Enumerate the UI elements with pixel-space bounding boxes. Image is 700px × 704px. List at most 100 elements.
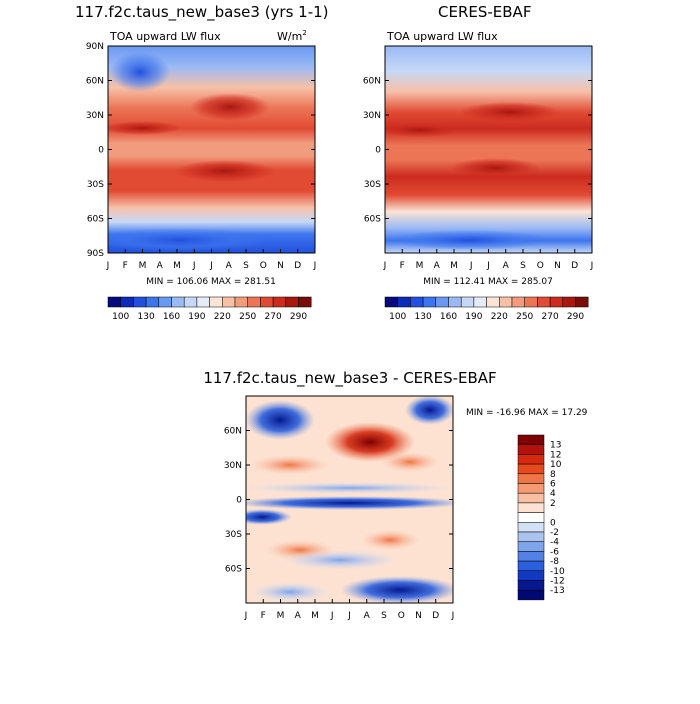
panel-diff-stats: MIN = -16.96 MAX = 17.29: [466, 408, 588, 418]
colorbar-swatch: [575, 296, 589, 308]
panel-model: 117.f2c.taus_new_base3 (yrs 1-1) TOA upw…: [75, 3, 329, 322]
x-tick-label: M: [450, 261, 458, 271]
x-tick-label: A: [364, 611, 371, 621]
x-tick-label: S: [243, 261, 249, 271]
colorbar-label: 250: [239, 312, 256, 322]
panel-model-stats: MIN = 106.06 MAX = 281.51: [146, 277, 276, 287]
colorbar-swatch: [517, 492, 545, 504]
x-tick-label: D: [294, 261, 301, 271]
y-tick-label: 0: [98, 146, 104, 156]
y-tick-label: 30N: [224, 461, 242, 471]
colorbar-label: 190: [465, 312, 482, 322]
x-tick-label: A: [157, 261, 164, 271]
colorbar-label: 220: [214, 312, 231, 322]
colorbar-label: 290: [567, 312, 584, 322]
panel-diff-y-ticks: 60N 30N 0 30S 60S: [224, 427, 453, 575]
panel-obs-colorbar: 100 130 160 190 220 250 270 290: [384, 296, 589, 322]
panel-obs: CERES-EBAF TOA upward LW flux 60N 30N 0 30S…: [363, 3, 594, 322]
colorbar-swatch: [435, 296, 449, 308]
colorbar-label: 4: [550, 489, 556, 499]
colorbar-swatch: [524, 296, 538, 308]
panel-obs-stats: MIN = 112.41 MAX = 285.07: [423, 277, 553, 287]
colorbar-swatch: [171, 296, 185, 308]
panel-model-units: W/m2: [277, 29, 307, 43]
x-tick-label: J: [106, 261, 110, 271]
colorbar-swatch: [473, 296, 487, 308]
colorbar-label: 190: [188, 312, 205, 322]
x-tick-label: O: [398, 611, 405, 621]
y-tick-label: 60S: [87, 215, 104, 225]
y-tick-label: 30N: [363, 111, 381, 121]
colorbar-swatch: [422, 296, 437, 308]
colorbar-swatch: [562, 296, 576, 308]
colorbar-label: 270: [542, 312, 559, 322]
colorbar-swatch: [298, 296, 312, 308]
colorbar-swatch: [517, 522, 545, 533]
colorbar-label: -12: [550, 577, 565, 587]
colorbar-swatch: [272, 296, 287, 308]
x-tick-label: J: [192, 261, 196, 271]
colorbar-label: 290: [290, 312, 307, 322]
colorbar-swatch: [511, 296, 525, 308]
x-tick-label: J: [347, 611, 351, 621]
colorbar-swatch: [517, 531, 545, 542]
colorbar-label: 250: [516, 312, 533, 322]
panel-model-y-ticks: 90N 60N 30N 0 30S 60S 90S: [86, 42, 315, 259]
x-tick-label: J: [469, 261, 473, 271]
panel-diff-title: 117.f2c.taus_new_base3 - CERES-EBAF: [203, 369, 496, 388]
colorbar-swatch: [247, 296, 261, 308]
colorbar-swatch: [384, 296, 398, 308]
colorbar-swatch: [517, 434, 545, 445]
x-tick-label: O: [537, 261, 544, 271]
y-tick-label: 60S: [364, 215, 381, 225]
panel-diff: 117.f2c.taus_new_base3 - CERES-EBAF 60N3…: [203, 369, 587, 621]
colorbar-swatch: [517, 580, 545, 591]
colorbar-swatch: [120, 296, 134, 308]
colorbar-swatch: [285, 296, 299, 308]
colorbar-swatch: [410, 296, 424, 308]
colorbar-label: 100: [112, 312, 129, 322]
x-tick-label: A: [295, 611, 302, 621]
colorbar-swatch: [486, 296, 500, 308]
colorbar-label: 270: [265, 312, 282, 322]
colorbar-swatch: [234, 296, 248, 308]
y-tick-label: 30S: [364, 180, 381, 190]
colorbar-swatch: [517, 560, 545, 572]
colorbar-label: -2: [550, 528, 559, 538]
colorbar-label: 130: [138, 312, 155, 322]
panel-model-title: 117.f2c.taus_new_base3 (yrs 1-1): [75, 3, 329, 22]
panel-model-colorbar: 100 130 160 190 220 250 270 290: [107, 296, 312, 322]
x-tick-label: F: [400, 261, 405, 271]
x-tick-label: M: [173, 261, 181, 271]
x-tick-label: D: [571, 261, 578, 271]
colorbar-label: 13: [550, 441, 561, 451]
colorbar-label: 130: [415, 312, 432, 322]
colorbar-swatch: [517, 483, 545, 494]
colorbar-label: 2: [550, 499, 556, 509]
colorbar-swatch: [517, 463, 545, 475]
y-tick-label: 90N: [86, 42, 104, 52]
colorbar-swatch: [397, 296, 411, 308]
x-tick-label: J: [486, 261, 490, 271]
colorbar-label: 6: [550, 480, 556, 490]
colorbar-swatch: [499, 296, 513, 308]
colorbar-swatch: [517, 454, 545, 465]
y-tick-label: 60S: [225, 565, 242, 575]
x-tick-label: A: [503, 261, 510, 271]
panel-obs-subtitle: TOA upward LW flux: [386, 30, 498, 43]
x-tick-label: D: [432, 611, 439, 621]
y-tick-label: 90S: [87, 249, 104, 259]
y-tick-label: 30S: [87, 180, 104, 190]
colorbar-label: -13: [550, 586, 565, 596]
x-tick-label: J: [209, 261, 213, 271]
panel-obs-field: [385, 46, 592, 253]
panel-model-field: [108, 46, 315, 253]
colorbar-swatch: [145, 296, 160, 308]
colorbar-swatch: [517, 589, 545, 601]
colorbar-swatch: [517, 570, 545, 581]
colorbar-label: 10: [550, 460, 562, 470]
colorbar-label: -10: [550, 567, 565, 577]
x-tick-label: M: [139, 261, 147, 271]
